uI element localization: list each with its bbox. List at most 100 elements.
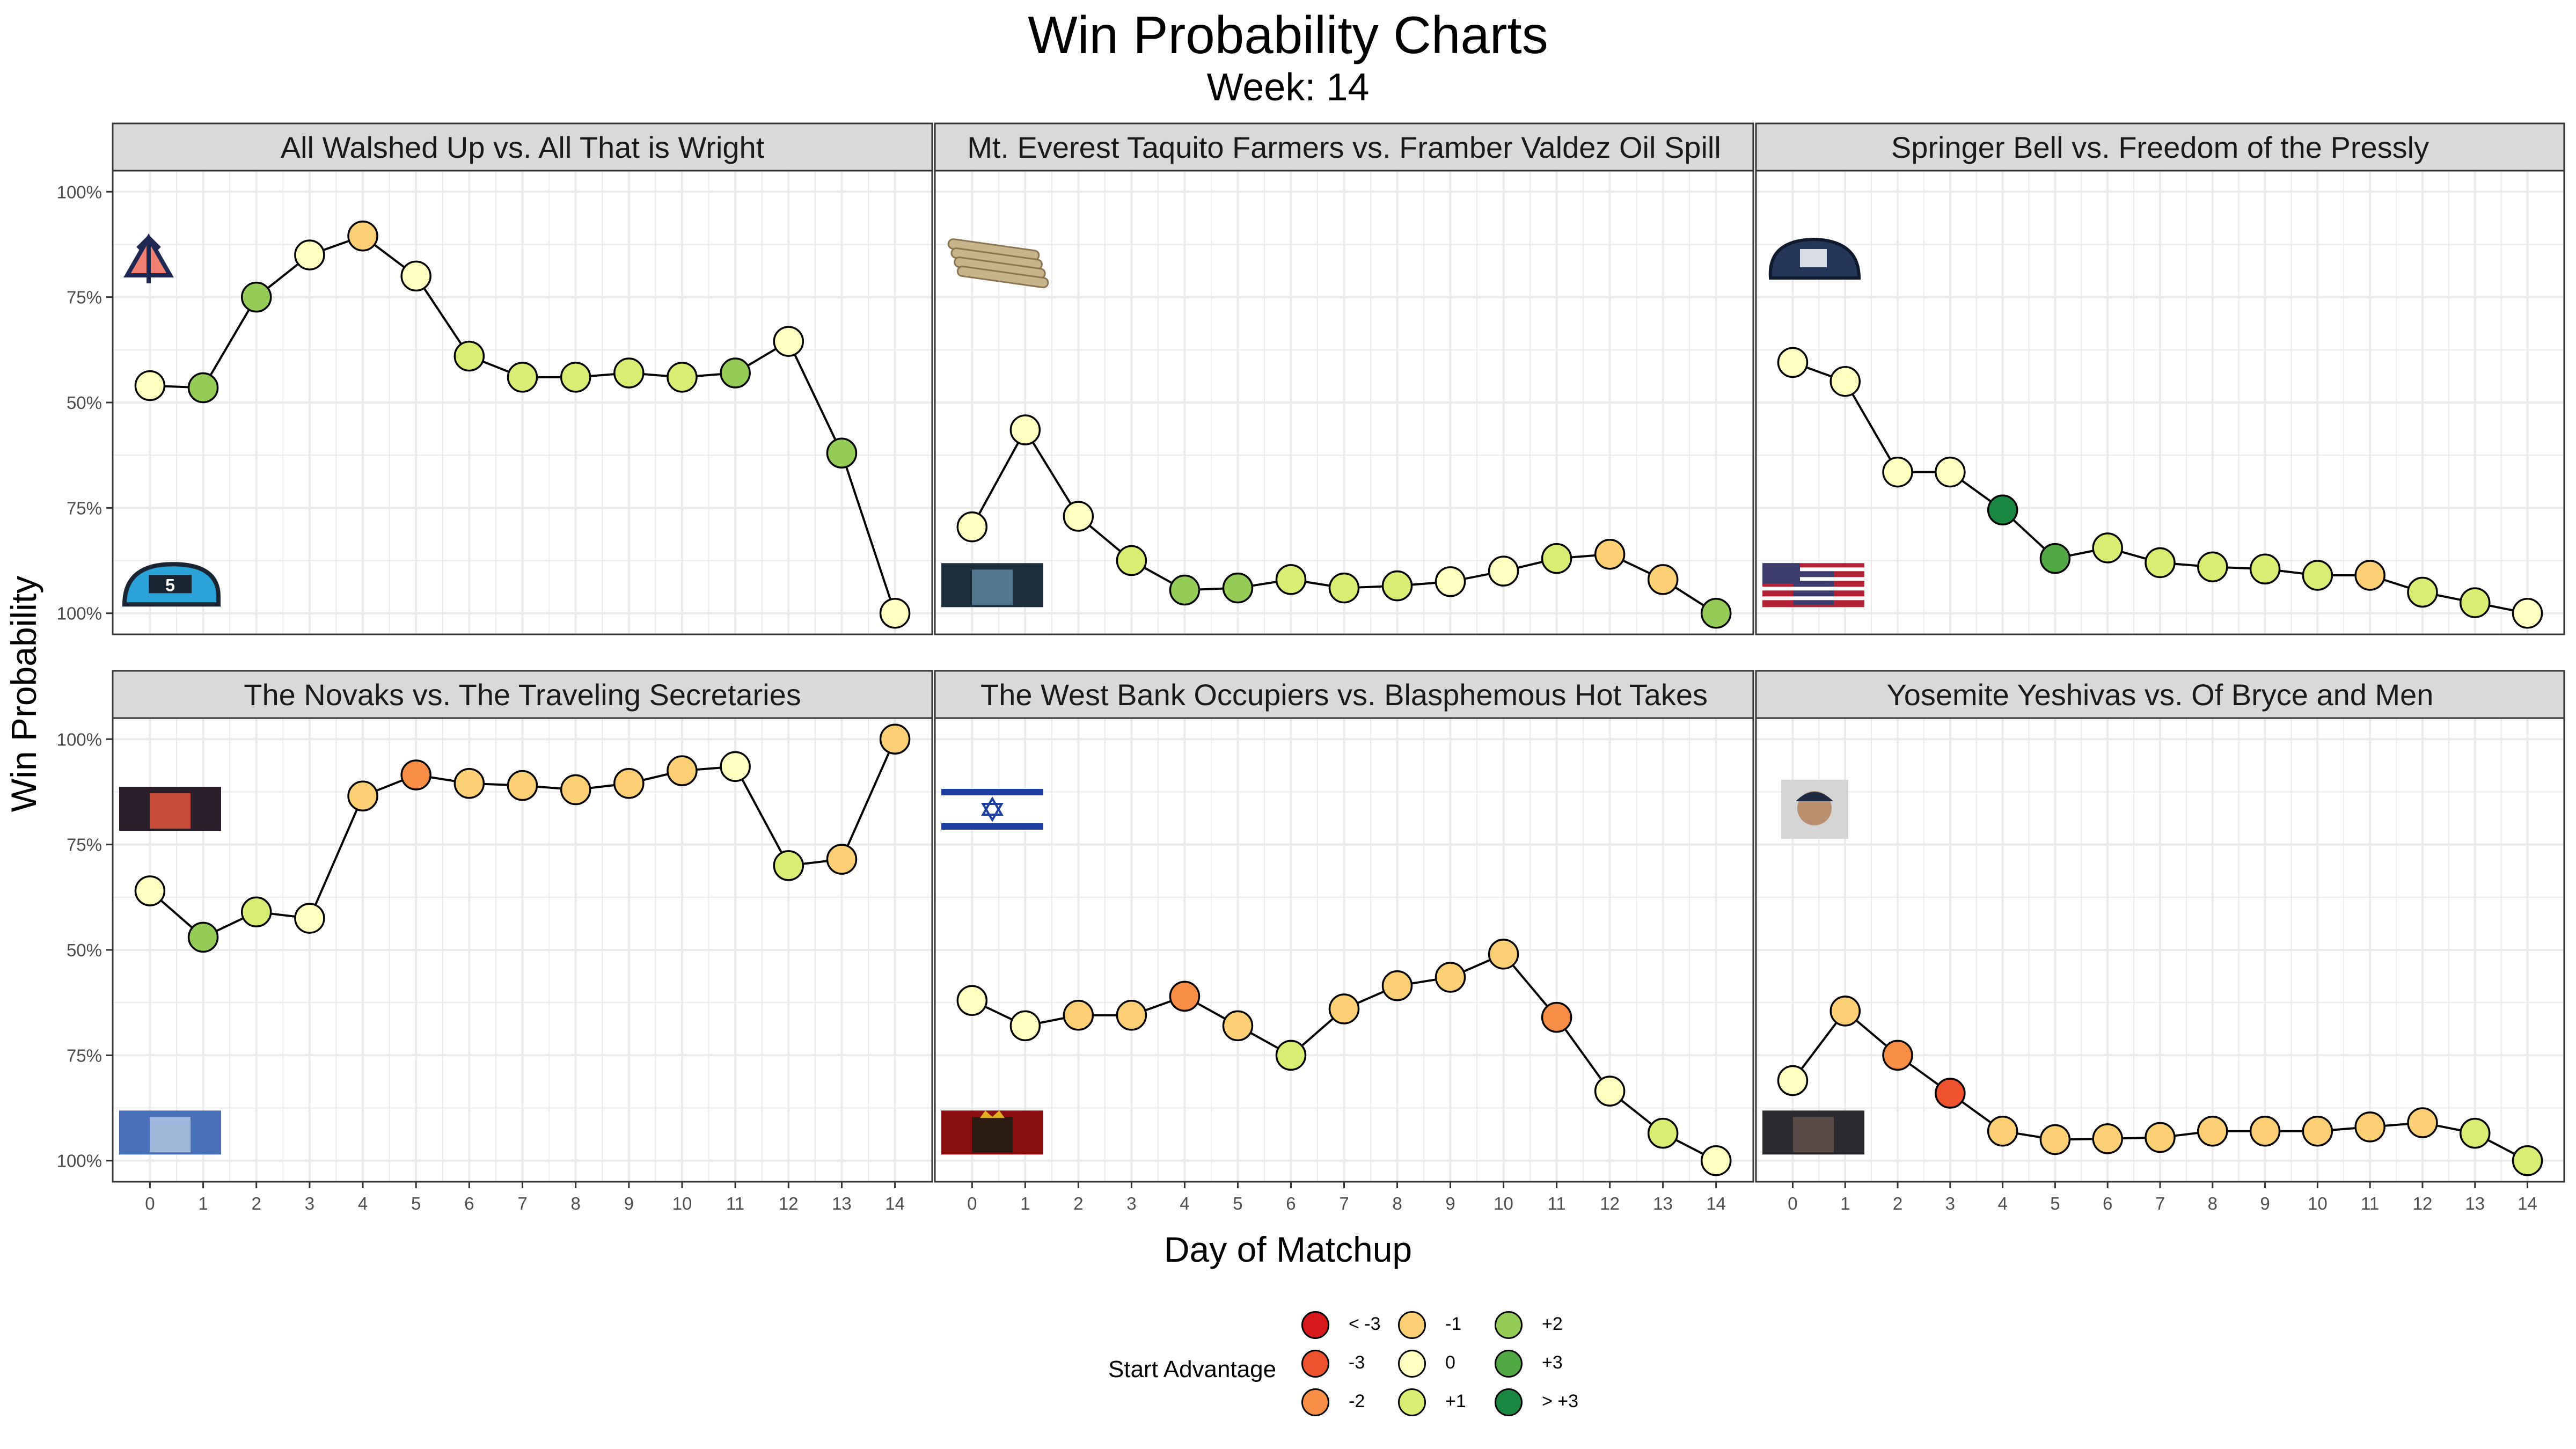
- legend: Start Advantage < -3 -3 -2 -1 0 +1 +2 +3 > +3: [1100, 1309, 1583, 1428]
- data-point: [1063, 501, 1094, 532]
- data-point: [2249, 553, 2281, 585]
- player-photo-icon: [1781, 780, 1848, 839]
- y-tick-label: 100%: [57, 1151, 102, 1171]
- data-point: [826, 437, 858, 469]
- data-point: [2145, 1122, 2176, 1153]
- data-point: [1381, 570, 1413, 602]
- legend-item: > +3: [1495, 1387, 1602, 1419]
- x-tick-label: 1: [198, 1194, 208, 1213]
- y-tick-label: 50%: [67, 393, 102, 413]
- facet-panel: Springer Bell vs. Freedom of the Pressly: [1755, 122, 2565, 635]
- legend-item: < -3: [1301, 1309, 1409, 1342]
- legend-label: -1: [1445, 1314, 1462, 1334]
- legend-label: +3: [1542, 1352, 1563, 1373]
- data-point: [956, 511, 988, 543]
- basketball-photo-icon: [119, 787, 221, 831]
- facet-title: The Novaks vs. The Traveling Secretaries: [244, 678, 801, 712]
- data-point: [1700, 597, 1732, 629]
- legend-item: +3: [1495, 1348, 1602, 1380]
- x-tick-label: 10: [2308, 1194, 2328, 1213]
- facet-panel: The Novaks vs. The Traveling Secretaries…: [57, 670, 933, 1213]
- data-point: [1777, 347, 1809, 378]
- data-point: [826, 844, 858, 875]
- data-point: [2039, 543, 2071, 574]
- data-point: [1435, 962, 1466, 993]
- data-point: [1647, 1117, 1679, 1149]
- y-tick-label: 100%: [57, 182, 102, 202]
- data-point: [879, 723, 911, 755]
- data-point: [1275, 1040, 1307, 1071]
- data-point: [1116, 545, 1147, 576]
- x-tick-label: 0: [145, 1194, 155, 1213]
- x-tick-label: 11: [1547, 1194, 1565, 1213]
- x-tick-label: 6: [2103, 1194, 2112, 1213]
- man-swing-photo-icon: [119, 1110, 221, 1155]
- legend-swatch: [1398, 1350, 1426, 1378]
- legend-item: +1: [1398, 1387, 1505, 1419]
- data-point: [1222, 572, 1254, 604]
- data-point: [1594, 539, 1626, 570]
- data-point: [2460, 1117, 2491, 1149]
- data-point: [2197, 1115, 2228, 1147]
- data-point: [1777, 1065, 1809, 1096]
- facet-strip: Yosemite Yeshivas vs. Of Bryce and Men: [1755, 670, 2565, 719]
- legend-item: -2: [1301, 1387, 1409, 1419]
- data-point: [1169, 980, 1201, 1012]
- data-point: [2460, 587, 2491, 618]
- data-point: [294, 239, 325, 270]
- legend-item: +2: [1495, 1309, 1602, 1342]
- legend-label: +2: [1542, 1314, 1563, 1334]
- israel-flag-icon: [941, 788, 1043, 831]
- legend-label: 0: [1445, 1352, 1455, 1373]
- x-tick-label: 14: [1706, 1194, 1726, 1213]
- y-tick-label: 100%: [57, 729, 102, 749]
- x-tick-label: 2: [1073, 1194, 1083, 1213]
- x-tick-label: 5: [2050, 1194, 2060, 1213]
- x-tick-label: 2: [252, 1194, 261, 1213]
- legend-swatch: [1495, 1388, 1523, 1416]
- data-point: [1488, 939, 1519, 970]
- data-point: [1328, 993, 1360, 1024]
- data-point: [2092, 532, 2123, 564]
- data-point: [1647, 564, 1679, 595]
- data-point: [720, 751, 751, 782]
- data-point: [187, 372, 219, 404]
- data-point: [453, 767, 485, 799]
- data-point: [1169, 574, 1201, 606]
- data-point: [507, 770, 538, 801]
- data-point: [1063, 999, 1094, 1031]
- data-point: [1935, 1078, 1966, 1109]
- legend-swatch: [1301, 1350, 1329, 1378]
- data-point: [507, 362, 538, 393]
- facet-strip: The Novaks vs. The Traveling Secretaries: [112, 670, 933, 719]
- panel-border: [1755, 170, 2565, 635]
- data-point: [2092, 1123, 2123, 1154]
- y-tick-label: 50%: [67, 940, 102, 960]
- data-point: [773, 850, 804, 881]
- data-point: [2302, 560, 2333, 591]
- x-tick-label: 4: [358, 1194, 368, 1213]
- data-point: [1222, 1010, 1254, 1042]
- data-point: [2407, 1107, 2438, 1138]
- facet-panel: Yosemite Yeshivas vs. Of Bryce and Men 0 1…: [1755, 670, 2565, 1213]
- data-point: [1381, 970, 1413, 1001]
- legend-swatch: [1301, 1311, 1329, 1339]
- x-tick-label: 1: [1840, 1194, 1850, 1213]
- data-point: [1987, 1115, 2018, 1147]
- legend-swatch: [1495, 1350, 1523, 1378]
- x-tick-label: 14: [885, 1194, 905, 1213]
- helmet-5-logo-icon: 5: [122, 562, 221, 607]
- data-point: [2512, 597, 2543, 629]
- data-point: [879, 597, 911, 629]
- x-tick-label: 1: [1020, 1194, 1030, 1213]
- x-tick-label: 7: [1339, 1194, 1349, 1213]
- facet-title: Springer Bell vs. Freedom of the Pressly: [1891, 130, 2429, 164]
- facet-panel: Mt. Everest Taquito Farmers vs. Framber …: [934, 122, 1754, 635]
- legend-item: 0: [1398, 1348, 1505, 1380]
- data-point: [400, 260, 431, 292]
- data-point: [1275, 564, 1307, 595]
- legend-swatch: [1398, 1311, 1426, 1339]
- x-tick-label: 10: [1494, 1194, 1513, 1213]
- x-tick-label: 13: [2465, 1194, 2485, 1213]
- x-tick-label: 9: [1445, 1194, 1455, 1213]
